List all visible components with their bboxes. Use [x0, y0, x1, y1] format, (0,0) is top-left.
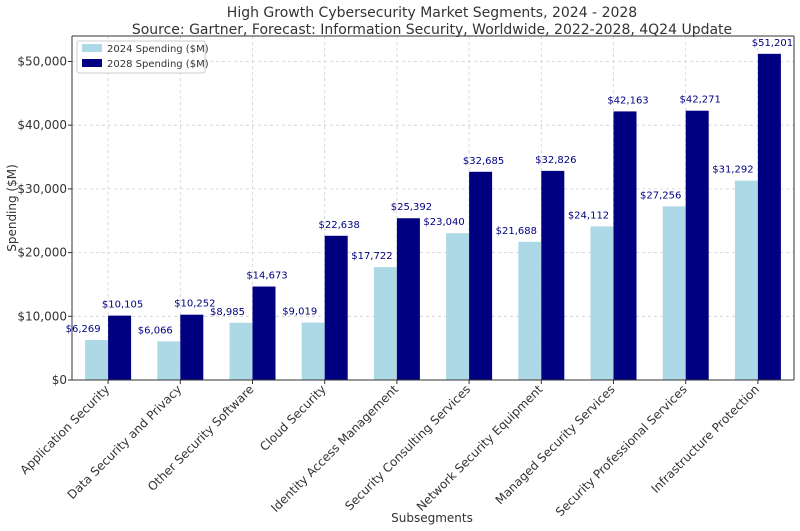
bars: [85, 53, 781, 381]
bar-2028: [108, 315, 132, 380]
bar-2028: [469, 171, 493, 380]
bar-2024: [373, 267, 397, 380]
bar-2028: [324, 235, 348, 380]
data-label-2028: $14,673: [246, 271, 287, 282]
data-labels: $6,269 $10,105 $6,066 $10,252$8,985 $14,673 $…: [66, 38, 793, 337]
data-label-2028: $10,252: [174, 299, 215, 310]
x-tick-label: Cloud Security: [257, 382, 329, 454]
bar-2024: [590, 226, 614, 380]
legend-swatch: [82, 44, 102, 52]
x-tick-label: Security Professional Services: [553, 382, 690, 519]
bar-2024: [229, 322, 253, 380]
bar-2028: [252, 286, 276, 380]
x-tick-label: Network Security Equipment: [414, 382, 546, 514]
data-label-2024: $23,040: [423, 217, 464, 228]
axes: [68, 35, 795, 384]
y-tick-label: $40,000: [17, 118, 67, 132]
data-label-2028: $25,392: [391, 202, 432, 213]
data-label-2024: $24,112: [568, 210, 609, 221]
legend-label: 2024 Spending ($M): [107, 44, 209, 55]
data-label-2024: $6,066: [138, 325, 173, 336]
bar-2024: [85, 340, 109, 380]
data-label-2028: $10,105: [102, 300, 143, 311]
bar-2028: [396, 218, 420, 380]
bar-2024: [157, 341, 181, 380]
data-label-2024: $27,256: [640, 190, 681, 201]
data-label-2024: $8,985: [210, 307, 245, 318]
bar-2024: [301, 322, 325, 380]
x-tick-label: Security Consulting Services: [342, 382, 473, 513]
y-tick-label: $20,000: [17, 246, 67, 260]
chart-subtitle: Source: Gartner, Forecast: Information S…: [132, 22, 732, 38]
data-label-2028: $32,685: [463, 156, 504, 167]
bar-2024: [446, 233, 470, 380]
data-label-2024: $17,722: [351, 251, 392, 262]
data-label-2024: $6,269: [66, 324, 101, 335]
x-tick-label: Data Security and Privacy: [65, 382, 185, 502]
x-tick-label: Managed Security Services: [493, 382, 618, 507]
legend: 2024 Spending ($M) 2028 Spending ($M): [76, 40, 209, 74]
bar-2024: [518, 241, 542, 380]
data-label-2028: $42,163: [607, 95, 648, 106]
x-axis-label: Subsegments: [391, 511, 473, 525]
bar-2028: [541, 170, 565, 380]
x-tick-label: Identity Access Management: [268, 382, 401, 515]
y-tick-label: $10,000: [17, 309, 67, 323]
bar-2028: [613, 111, 637, 381]
bar-2028: [180, 314, 204, 380]
data-label-2024: $31,292: [712, 165, 753, 176]
bar-2024: [662, 206, 686, 380]
y-tick-label: $0: [52, 373, 67, 387]
bar-2028: [685, 110, 709, 380]
legend-label: 2028 Spending ($M): [107, 59, 209, 70]
data-label-2028: $51,201: [752, 38, 793, 49]
legend-box: [76, 40, 206, 74]
bar-2024: [734, 180, 758, 380]
legend-swatch: [82, 59, 102, 67]
y-axis-label: Spending ($M): [5, 164, 19, 252]
data-label-2028: $42,271: [680, 95, 721, 106]
data-label-2024: $9,019: [282, 307, 317, 318]
y-tick-label: $50,000: [17, 54, 67, 68]
data-label-2028: $22,638: [319, 220, 360, 231]
data-label-2024: $21,688: [496, 226, 537, 237]
chart-title: High Growth Cybersecurity Market Segment…: [227, 5, 637, 21]
bar-2028: [757, 53, 781, 381]
data-label-2028: $32,826: [535, 155, 576, 166]
y-tick-label: $30,000: [17, 182, 67, 196]
